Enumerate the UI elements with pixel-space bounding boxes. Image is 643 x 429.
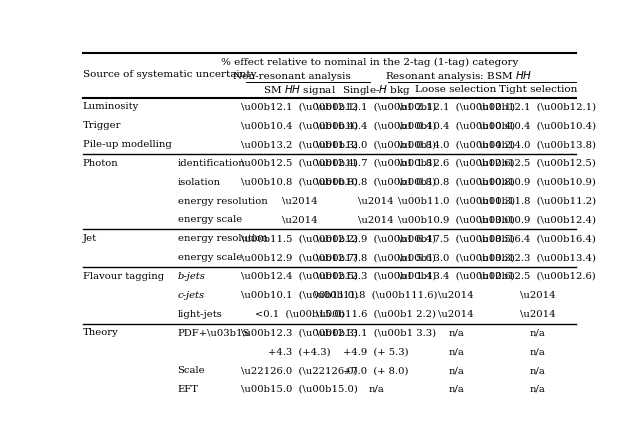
Text: \u00b12.6  (\u00b12.6): \u00b12.6 (\u00b12.6) — [398, 159, 514, 168]
Text: n/a: n/a — [448, 347, 464, 356]
Text: \u00b12.1  (\u00b12.1): \u00b12.1 (\u00b12.1) — [479, 103, 597, 112]
Text: \u00b16.4  (\u00b16.4): \u00b16.4 (\u00b16.4) — [480, 234, 596, 243]
Text: n/a: n/a — [448, 366, 464, 375]
Text: \u2014: \u2014 — [358, 215, 394, 224]
Text: SM $HH$ signal: SM $HH$ signal — [263, 83, 336, 97]
Text: \u00b12.5  (\u00b12.4): \u00b12.5 (\u00b12.4) — [241, 159, 358, 168]
Text: \u00b11.6  (\u00b1 2.2): \u00b11.6 (\u00b1 2.2) — [316, 310, 436, 319]
Text: \u00b11.8  (\u00b111.6): \u00b11.8 (\u00b111.6) — [314, 291, 438, 300]
Text: \u00b10.9  (\u00b12.4): \u00b10.9 (\u00b12.4) — [479, 215, 596, 224]
Text: \u00b11.5  (\u00b12.2): \u00b11.5 (\u00b12.2) — [241, 234, 358, 243]
Text: \u00b17.5  (\u00b18.5): \u00b17.5 (\u00b18.5) — [397, 234, 514, 243]
Text: \u00b10.4  (\u00b1 0.4): \u00b10.4 (\u00b1 0.4) — [316, 121, 436, 130]
Text: n/a: n/a — [448, 385, 464, 394]
Text: \u00b15.0  (\u00b15.0): \u00b15.0 (\u00b15.0) — [241, 385, 358, 394]
Text: \u2014: \u2014 — [439, 291, 474, 300]
Text: Tight selection: Tight selection — [499, 85, 577, 94]
Text: \u00b10.4  (\u00b10.4): \u00b10.4 (\u00b10.4) — [479, 121, 597, 130]
Text: +7.0  (+ 8.0): +7.0 (+ 8.0) — [343, 366, 409, 375]
Text: n/a: n/a — [530, 329, 546, 338]
Text: \u00b10.9  (\u00b10.9): \u00b10.9 (\u00b10.9) — [480, 178, 596, 187]
Text: \u00b11.0  (\u00b11.3): \u00b11.0 (\u00b11.3) — [397, 196, 514, 205]
Text: \u00b10.4  (\u00b10.4): \u00b10.4 (\u00b10.4) — [397, 121, 514, 130]
Text: \u2014: \u2014 — [358, 196, 394, 205]
Text: \u00b12.1  (\u00b12.1): \u00b12.1 (\u00b12.1) — [397, 103, 514, 112]
Text: \u00b12.3  (\u00b12.3): \u00b12.3 (\u00b12.3) — [241, 329, 358, 338]
Text: Flavour tagging: Flavour tagging — [83, 272, 164, 281]
Text: n/a: n/a — [530, 366, 546, 375]
Text: \u00b10.9  (\u00b13.0): \u00b10.9 (\u00b13.0) — [397, 215, 514, 224]
Text: \u00b14.0  (\u00b14.2): \u00b14.0 (\u00b14.2) — [397, 140, 514, 149]
Text: \u2014: \u2014 — [439, 310, 474, 319]
Text: light-jets: light-jets — [177, 310, 222, 319]
Text: n/a: n/a — [530, 347, 546, 356]
Text: Source of systematic uncertainty: Source of systematic uncertainty — [83, 70, 257, 79]
Text: \u00b12.4  (\u00b12.5): \u00b12.4 (\u00b12.5) — [241, 272, 358, 281]
Text: b-jets: b-jets — [177, 272, 205, 281]
Text: <0.1  (\u00b15.0): <0.1 (\u00b15.0) — [255, 310, 345, 319]
Text: Theory: Theory — [83, 329, 118, 338]
Text: +4.9  (+ 5.3): +4.9 (+ 5.3) — [343, 347, 409, 356]
Text: Pile-up modelling: Pile-up modelling — [83, 140, 172, 149]
Text: Scale: Scale — [177, 366, 205, 375]
Text: \u00b12.1  (\u00b12.1): \u00b12.1 (\u00b12.1) — [241, 103, 358, 112]
Text: Jet: Jet — [83, 234, 97, 243]
Text: \u2014: \u2014 — [282, 215, 318, 224]
Text: \u00b10.8  (\u00b10.8): \u00b10.8 (\u00b10.8) — [397, 178, 514, 187]
Text: isolation: isolation — [177, 178, 221, 187]
Text: \u00b12.9  (\u00b1 6.4): \u00b12.9 (\u00b1 6.4) — [316, 234, 436, 243]
Text: Single-$H$ bkg: Single-$H$ bkg — [341, 83, 411, 97]
Text: \u00b11.7  (\u00b1 1.8): \u00b11.7 (\u00b1 1.8) — [316, 159, 436, 168]
Text: \u2014: \u2014 — [282, 196, 318, 205]
Text: Luminosity: Luminosity — [83, 103, 139, 112]
Text: \u00b12.9  (\u00b12.7): \u00b12.9 (\u00b12.7) — [241, 253, 358, 262]
Text: n/a: n/a — [368, 385, 384, 394]
Text: \u00b12.5  (\u00b12.6): \u00b12.5 (\u00b12.6) — [480, 272, 596, 281]
Text: \u00b10.4  (\u00b10.4): \u00b10.4 (\u00b10.4) — [241, 121, 358, 130]
Text: \u00b13.2  (\u00b11.3): \u00b13.2 (\u00b11.3) — [241, 140, 358, 149]
Text: n/a: n/a — [448, 329, 464, 338]
Text: energy resolution: energy resolution — [177, 196, 267, 205]
Text: % effect relative to nominal in the 2-tag (1-tag) category: % effect relative to nominal in the 2-ta… — [221, 58, 518, 67]
Text: PDF+\u03b1S: PDF+\u03b1S — [177, 329, 250, 338]
Text: \u00b10.8  (\u00b10.8): \u00b10.8 (\u00b10.8) — [241, 178, 358, 187]
Text: \u00b12.0  (\u00b1 0.8): \u00b12.0 (\u00b1 0.8) — [316, 140, 436, 149]
Text: energy scale: energy scale — [177, 253, 242, 262]
Text: \u00b12.3  (\u00b13.4): \u00b12.3 (\u00b13.4) — [479, 253, 596, 262]
Text: +4.3  (+4.3): +4.3 (+4.3) — [268, 347, 331, 356]
Text: \u22126.0  (\u22126.0): \u22126.0 (\u22126.0) — [241, 366, 358, 375]
Text: n/a: n/a — [530, 385, 546, 394]
Text: c-jets: c-jets — [177, 291, 204, 300]
Text: Loose selection: Loose selection — [415, 85, 497, 94]
Text: \u00b17.8  (\u00b1 5.6): \u00b17.8 (\u00b1 5.6) — [316, 253, 436, 262]
Text: \u00b10.1  (\u00b11.0): \u00b10.1 (\u00b11.0) — [241, 291, 358, 300]
Text: EFT: EFT — [177, 385, 199, 394]
Text: \u00b13.4  (\u00b12.6): \u00b13.4 (\u00b12.6) — [397, 272, 514, 281]
Text: \u00b12.1  (\u00b1 2.1): \u00b12.1 (\u00b1 2.1) — [316, 103, 436, 112]
Text: \u00b13.0  (\u00b13.3): \u00b13.0 (\u00b13.3) — [397, 253, 514, 262]
Text: \u00b12.3  (\u00b1 1.4): \u00b12.3 (\u00b1 1.4) — [316, 272, 436, 281]
Text: \u00b11.8  (\u00b11.2): \u00b11.8 (\u00b11.2) — [479, 196, 597, 205]
Text: Photon: Photon — [83, 159, 118, 168]
Text: \u00b12.5  (\u00b12.5): \u00b12.5 (\u00b12.5) — [480, 159, 596, 168]
Text: \u00b10.8  (\u00b1 0.8): \u00b10.8 (\u00b1 0.8) — [316, 178, 436, 187]
Text: Trigger: Trigger — [83, 121, 122, 130]
Text: identification: identification — [177, 159, 245, 168]
Text: Non-resonant analysis: Non-resonant analysis — [233, 72, 351, 81]
Text: \u2014: \u2014 — [520, 291, 556, 300]
Text: energy scale: energy scale — [177, 215, 242, 224]
Text: \u00b13.1  (\u00b1 3.3): \u00b13.1 (\u00b1 3.3) — [316, 329, 436, 338]
Text: \u00b14.0  (\u00b13.8): \u00b14.0 (\u00b13.8) — [479, 140, 596, 149]
Text: Resonant analysis: BSM $HH$: Resonant analysis: BSM $HH$ — [385, 69, 533, 84]
Text: energy resolution: energy resolution — [177, 234, 267, 243]
Text: \u2014: \u2014 — [520, 310, 556, 319]
